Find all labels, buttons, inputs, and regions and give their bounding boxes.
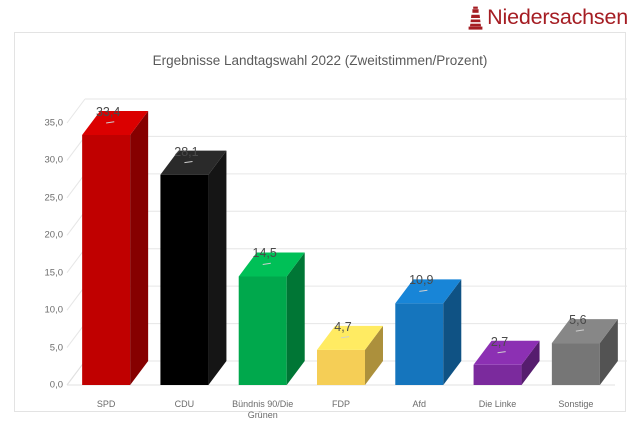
lighthouse-icon — [468, 6, 483, 30]
bar-4 — [395, 279, 462, 385]
bar-3 — [317, 325, 383, 385]
value-label-2: 14,5 — [252, 246, 277, 261]
value-label-4: 10,9 — [409, 273, 434, 288]
y-tick-label: 15,0 — [44, 267, 64, 279]
y-tick-label: 10,0 — [44, 304, 64, 316]
value-label-6: 5,6 — [569, 313, 587, 328]
x-tick-label-5: Die Linke — [478, 399, 517, 409]
x-tick-label-6: Sonstige — [558, 399, 594, 409]
bar-1 — [160, 150, 227, 385]
x-tick-label-0: SPD — [96, 399, 116, 409]
y-tick-label: 0,0 — [49, 379, 63, 391]
x-tick-label-2: Bündnis 90/Die Grünen — [232, 399, 294, 420]
brand-name: Niedersachsen — [487, 5, 628, 30]
chart-container: Ergebnisse Landtagswahl 2022 (Zweitstimm… — [14, 32, 627, 420]
x-tick-label-3: FDP — [331, 399, 350, 409]
value-label-0: 33,4 — [95, 104, 121, 119]
chart-title: Ergebnisse Landtagswahl 2022 (Zweitstimm… — [152, 53, 488, 68]
y-tick-label: 35,0 — [44, 117, 64, 129]
bar-chart-graphic — [66, 98, 627, 386]
y-axis: 0,0 5,0 10,0 15,0 20,0 25,0 30,0 35,0 — [15, 33, 64, 413]
y-tick-label: 30,0 — [44, 154, 64, 166]
value-label-5: 2,7 — [490, 334, 509, 349]
x-tick-label-1: CDU — [174, 399, 195, 409]
y-tick-label: 25,0 — [44, 192, 64, 204]
value-label-3: 4,7 — [334, 319, 352, 334]
x-tick-label-4: Afd — [412, 399, 427, 409]
y-tick-label: 5,0 — [49, 342, 63, 354]
bar-0 — [82, 110, 149, 385]
bar-6 — [551, 319, 618, 385]
plot-area: 0,0 5,0 10,0 15,0 20,0 25,0 30,0 35,0 SPD CDU Bün… — [15, 33, 627, 420]
brand-logo: Niedersachsen — [467, 6, 628, 30]
value-label-1: 28,1 — [174, 144, 199, 159]
bar-5 — [473, 340, 540, 385]
bar-2 — [238, 252, 305, 385]
y-tick-label: 20,0 — [44, 229, 64, 241]
